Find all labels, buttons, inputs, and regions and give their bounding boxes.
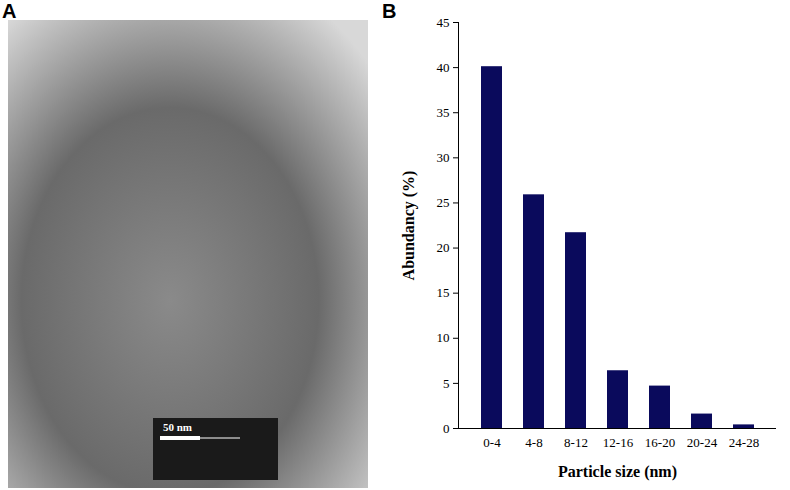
svg-text:12-16: 12-16 <box>603 435 634 450</box>
svg-text:10: 10 <box>437 330 450 345</box>
svg-text:24-28: 24-28 <box>729 435 759 450</box>
html-text:B: B <box>382 0 397 22</box>
svg-text:5: 5 <box>443 376 450 391</box>
svg-text:25: 25 <box>437 195 450 210</box>
svg-text:16-20: 16-20 <box>645 435 675 450</box>
svg-text:Abundancy (%): Abundancy (%) <box>400 171 418 281</box>
svg-text:15: 15 <box>437 285 450 300</box>
svg-text:0: 0 <box>443 421 450 436</box>
svg-text:40: 40 <box>437 60 450 75</box>
svg-text:45: 45 <box>437 15 450 30</box>
svg-text:0-4: 0-4 <box>483 435 501 450</box>
svg-text:20: 20 <box>437 240 450 255</box>
svg-text:50 nm: 50 nm <box>163 421 192 433</box>
svg-text:30: 30 <box>437 150 450 165</box>
svg-text:4-8: 4-8 <box>525 435 542 450</box>
svg-text:Particle size (nm): Particle size (nm) <box>558 463 677 481</box>
svg-text:35: 35 <box>437 105 450 120</box>
html-text:A: A <box>2 0 17 22</box>
svg-text:8-12: 8-12 <box>564 435 588 450</box>
svg-text:20-24: 20-24 <box>687 435 718 450</box>
